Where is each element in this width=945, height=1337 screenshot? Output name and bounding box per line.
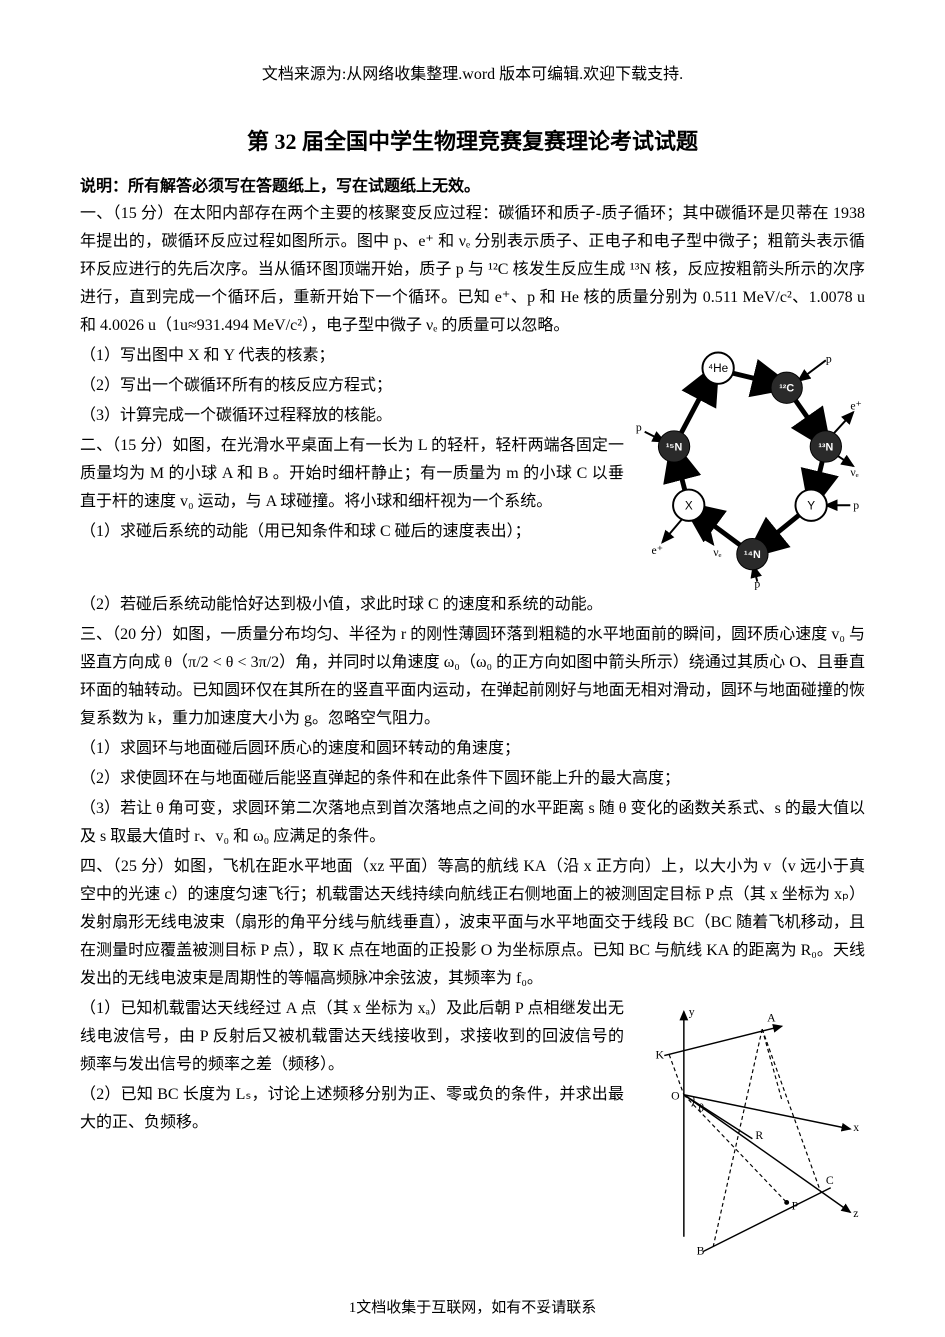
problem-3-q2: （2）求使圆环在与地面碰后能竖直弹起的条件和在此条件下圆环能上升的最大高度；: [80, 765, 865, 793]
svg-text:νₑ: νₑ: [850, 466, 858, 479]
instruction: 说明：所有解答必须写在答题纸上，写在试题纸上无效。: [80, 172, 865, 196]
content: 一、（15 分）在太阳内部存在两个主要的核聚变反应过程：碳循环和质子-质子循环；…: [80, 200, 865, 1137]
carbon-cycle-diagram: ⁴He ¹²C ¹³N Y ¹⁴N X ¹⁵N p e⁺ νₑ p p νₑ e…: [630, 346, 865, 591]
problem-4-intro-a: 四、（25 分）如图，飞机在距水平地面（xz 平面）等高的航线 KA（沿 x 正…: [80, 853, 865, 993]
problem-3-q3: （3）若让 θ 角可变，求圆环第二次落地点到首次落地点之间的水平距离 s 随 θ…: [80, 795, 865, 851]
node-x: X: [685, 499, 693, 512]
header-note: 文档来源为:从网络收集整理.word 版本可编辑.欢迎下载支持.: [80, 60, 865, 84]
svg-text:C: C: [826, 1174, 834, 1187]
node-n15: ¹⁵N: [666, 441, 683, 453]
node-he4: ⁴He: [708, 362, 729, 375]
svg-text:x: x: [853, 1121, 859, 1134]
svg-text:R: R: [755, 1129, 763, 1142]
problem-1-intro: 一、（15 分）在太阳内部存在两个主要的核聚变反应过程：碳循环和质子-质子循环；…: [80, 200, 865, 340]
svg-text:p: p: [853, 499, 859, 512]
svg-text:B: B: [697, 1244, 705, 1257]
page-title: 第 32 届全国中学生物理竞赛复赛理论考试试题: [80, 124, 865, 156]
problem-3-intro: 三、（20 分）如图，一质量分布均匀、半径为 r 的刚性薄圆环落到粗糙的水平地面…: [80, 621, 865, 733]
node-n14: ¹⁴N: [744, 549, 761, 561]
radar-geometry-diagram: y x z K A O R θ: [630, 999, 865, 1259]
svg-text:e⁺: e⁺: [652, 544, 663, 557]
node-y: Y: [807, 499, 815, 512]
svg-text:θ: θ: [699, 1101, 705, 1114]
svg-text:K: K: [655, 1049, 664, 1062]
svg-text:A: A: [767, 1011, 776, 1024]
svg-text:z: z: [853, 1207, 858, 1220]
svg-text:p: p: [636, 421, 642, 434]
node-n13: ¹³N: [818, 441, 833, 453]
svg-text:νₑ: νₑ: [713, 546, 721, 559]
footer-note: 1文档收集于互联网，如有不妥请联系: [0, 1296, 945, 1317]
svg-text:p: p: [754, 577, 760, 590]
svg-text:y: y: [689, 1005, 695, 1018]
svg-text:P: P: [792, 1199, 799, 1212]
svg-text:O: O: [671, 1090, 680, 1103]
svg-text:p: p: [826, 352, 832, 365]
node-c12: ¹²C: [779, 383, 794, 395]
problem-2-q2: （2）若碰后系统动能恰好达到极小值，求此时球 C 的速度和系统的动能。: [80, 591, 865, 619]
svg-text:e⁺: e⁺: [850, 399, 861, 412]
problem-3-q1: （1）求圆环与地面碰后圆环质心的速度和圆环转动的角速度；: [80, 735, 865, 763]
